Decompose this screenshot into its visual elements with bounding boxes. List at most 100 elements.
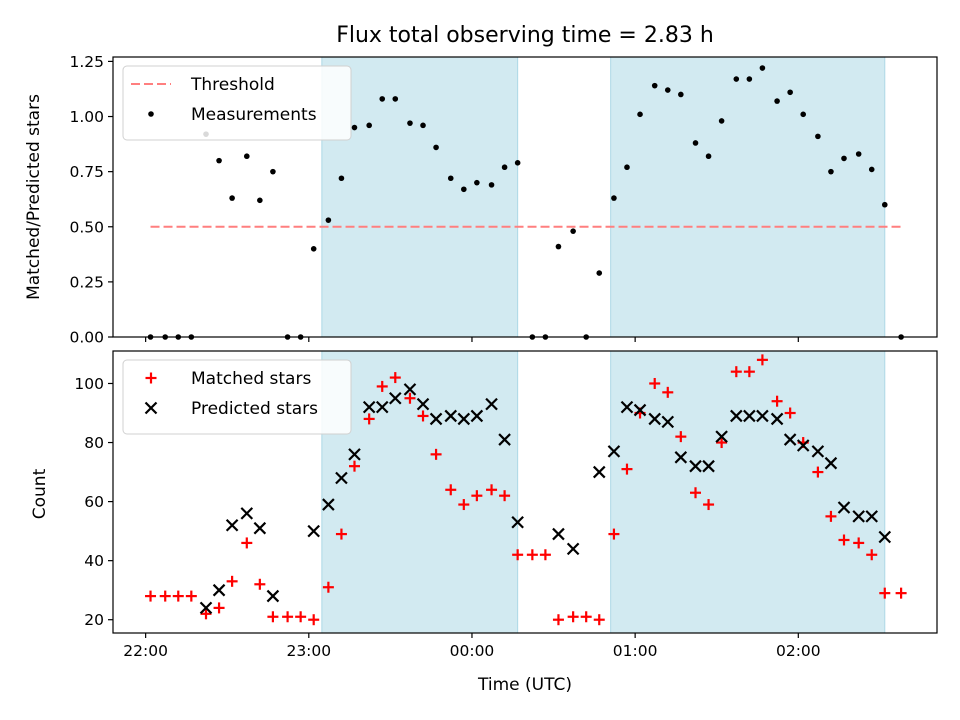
data-point-0-25 bbox=[486, 484, 498, 496]
data-point-0-22 bbox=[445, 484, 457, 496]
y-tick-label: 0.50 bbox=[69, 218, 104, 236]
data-point-0-39 bbox=[675, 431, 687, 443]
data-point-1-42 bbox=[837, 501, 851, 514]
data-point-0-13 bbox=[322, 581, 334, 593]
data-point-0-53 bbox=[866, 549, 878, 561]
data-point-0-40 bbox=[692, 140, 699, 146]
data-point-0-14 bbox=[335, 528, 347, 540]
y-tick-label: 0.00 bbox=[69, 329, 104, 347]
data-point-0-22 bbox=[447, 175, 454, 182]
legend: Matched stars Predicted stars bbox=[122, 359, 352, 435]
data-point-0-47 bbox=[784, 407, 796, 419]
data-point-0-21 bbox=[430, 448, 442, 460]
data-point-0-51 bbox=[841, 155, 847, 162]
data-point-0-12 bbox=[310, 246, 317, 252]
data-point-0-41 bbox=[705, 153, 712, 160]
data-point-1-7 bbox=[322, 498, 335, 511]
data-point-0-51 bbox=[838, 534, 850, 546]
data-point-0-16 bbox=[366, 122, 372, 129]
data-point-1-21 bbox=[511, 515, 524, 529]
data-point-0-20 bbox=[417, 410, 429, 422]
data-point-1-0 bbox=[199, 601, 213, 615]
data-point-0-19 bbox=[404, 392, 416, 404]
data-point-0-15 bbox=[351, 124, 358, 131]
y-tick-label: 1.00 bbox=[69, 108, 104, 126]
data-point-0-24 bbox=[471, 490, 483, 502]
data-point-1-10 bbox=[362, 400, 376, 414]
data-point-0-44 bbox=[743, 366, 755, 378]
data-point-0-8 bbox=[257, 197, 263, 204]
data-point-0-14 bbox=[338, 175, 345, 182]
data-point-1-27 bbox=[633, 403, 647, 417]
data-point-0-40 bbox=[690, 487, 702, 499]
data-point-1-45 bbox=[878, 530, 892, 544]
data-point-1-30 bbox=[674, 451, 688, 464]
plot-frame bbox=[112, 350, 938, 634]
data-point-1-34 bbox=[730, 409, 743, 423]
data-point-0-53 bbox=[868, 166, 875, 173]
shaded-interval-1 bbox=[610, 56, 886, 338]
legend-entry: Measurements bbox=[148, 105, 317, 125]
data-point-0-45 bbox=[756, 354, 768, 366]
data-point-1-19 bbox=[485, 397, 498, 411]
data-point-0-46 bbox=[774, 98, 780, 104]
data-point-0-39 bbox=[678, 91, 684, 98]
data-point-0-52 bbox=[855, 151, 862, 157]
data-point-1-35 bbox=[743, 409, 756, 423]
data-point-1-31 bbox=[689, 459, 702, 473]
data-point-0-48 bbox=[800, 111, 807, 118]
legend: Threshold Measurements bbox=[122, 65, 352, 141]
data-point-1-39 bbox=[796, 439, 810, 452]
data-point-0-29 bbox=[539, 549, 551, 561]
data-point-0-16 bbox=[363, 413, 375, 425]
y-tick-label: 60 bbox=[84, 493, 104, 511]
legend-marker bbox=[145, 372, 157, 384]
data-point-0-25 bbox=[488, 182, 495, 188]
data-point-0-10 bbox=[282, 611, 294, 623]
data-point-0-21 bbox=[433, 144, 439, 151]
shaded-interval-0 bbox=[321, 350, 519, 634]
count-panel: 20 40 60 80 100 22:00 23:00 00:00 01:00 02:00 Matc… bbox=[74, 350, 938, 660]
data-point-0-32 bbox=[580, 611, 592, 623]
data-point-1-36 bbox=[756, 409, 769, 423]
x-tick-label: 22:00 bbox=[123, 642, 168, 660]
data-point-0-35 bbox=[624, 164, 630, 171]
data-point-0-43 bbox=[730, 366, 742, 378]
data-point-0-6 bbox=[229, 195, 235, 201]
data-point-0-55 bbox=[895, 587, 907, 599]
data-point-0-30 bbox=[552, 614, 564, 626]
data-point-0-18 bbox=[392, 96, 399, 102]
data-point-0-45 bbox=[759, 65, 766, 71]
data-point-0-28 bbox=[526, 549, 538, 561]
data-point-0-37 bbox=[651, 82, 658, 89]
data-point-0-26 bbox=[501, 164, 508, 171]
data-point-0-19 bbox=[407, 120, 413, 126]
data-point-1-6 bbox=[307, 524, 320, 538]
data-point-1-5 bbox=[266, 589, 280, 603]
data-point-0-15 bbox=[348, 460, 360, 472]
data-point-1-1 bbox=[212, 583, 226, 597]
data-point-0-6 bbox=[226, 575, 238, 587]
data-point-0-38 bbox=[664, 87, 671, 93]
data-point-0-9 bbox=[267, 611, 279, 623]
data-point-1-3 bbox=[240, 507, 254, 520]
data-point-0-43 bbox=[733, 76, 740, 82]
data-point-0-5 bbox=[213, 602, 225, 614]
data-point-0-7 bbox=[241, 537, 253, 549]
data-point-0-4 bbox=[200, 608, 212, 620]
data-point-1-14 bbox=[416, 397, 430, 411]
y-tick-label: 100 bbox=[74, 375, 104, 393]
data-point-1-37 bbox=[770, 412, 784, 426]
data-point-0-17 bbox=[376, 380, 388, 392]
data-point-0-50 bbox=[825, 510, 837, 522]
series-matched-stars bbox=[145, 354, 907, 626]
ratio-panel: 0.00 0.25 0.50 0.75 1.00 1.25 Threshold Measure… bbox=[69, 53, 938, 347]
data-point-0-31 bbox=[570, 228, 576, 234]
data-point-0-46 bbox=[771, 395, 783, 407]
data-point-0-35 bbox=[621, 463, 633, 475]
data-point-1-29 bbox=[661, 415, 675, 429]
plot-frame bbox=[112, 56, 938, 338]
legend-entry: Threshold bbox=[131, 75, 275, 95]
data-point-1-23 bbox=[566, 542, 580, 556]
